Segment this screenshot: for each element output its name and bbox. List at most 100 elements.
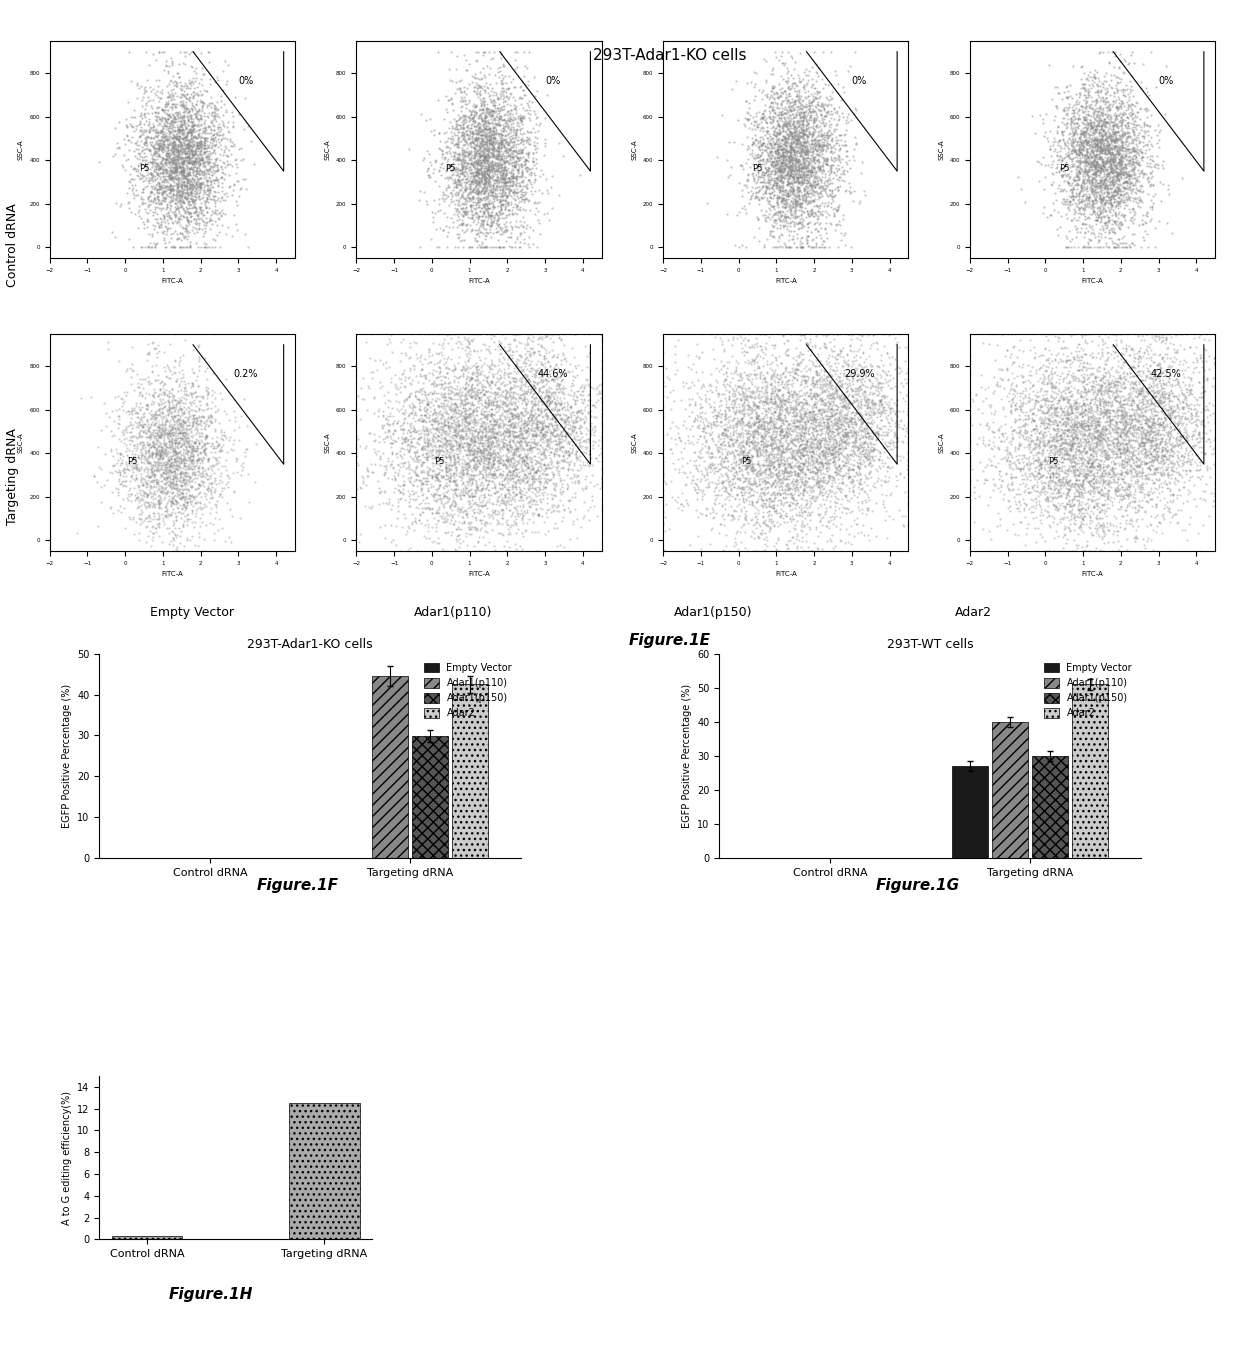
Point (806, 419, 826, 441)
Point (134, 474, 154, 496)
Point (180, 391, 200, 413)
Point (856, 391, 875, 413)
Point (170, 441, 190, 463)
Point (1034, 449, 1054, 471)
Point (534, 467, 554, 489)
Point (1114, 485, 1133, 507)
Point (863, 403, 883, 425)
Point (758, 471, 777, 493)
Point (1029, 493, 1049, 515)
Point (828, 443, 848, 464)
Point (804, 418, 823, 440)
Point (563, 372, 583, 394)
Point (1106, 168, 1126, 189)
Point (427, 418, 446, 440)
Point (775, 398, 795, 419)
Point (143, 424, 162, 445)
Point (784, 440, 804, 462)
Point (467, 437, 487, 459)
Point (1097, 433, 1117, 455)
Point (1048, 202, 1068, 223)
Point (816, 178, 836, 200)
Point (151, 481, 171, 503)
Text: 44.6%: 44.6% (537, 369, 568, 380)
Point (157, 142, 177, 163)
Point (1116, 131, 1136, 153)
Point (719, 485, 739, 507)
Point (494, 180, 513, 202)
Point (1187, 405, 1207, 426)
Point (770, 187, 790, 208)
Point (1044, 394, 1064, 415)
Point (1107, 158, 1127, 180)
Point (470, 445, 490, 467)
Point (177, 470, 197, 492)
Point (458, 411, 477, 433)
Point (444, 133, 464, 155)
Point (1092, 151, 1112, 173)
Point (796, 475, 816, 497)
Point (379, 488, 399, 509)
Point (869, 455, 889, 477)
Point (528, 210, 548, 232)
Point (480, 428, 500, 449)
Point (738, 455, 758, 477)
Point (547, 452, 567, 474)
Point (785, 136, 805, 158)
Point (709, 428, 729, 449)
Point (453, 410, 472, 432)
Point (553, 392, 573, 414)
Point (557, 425, 577, 447)
Point (1123, 52, 1143, 74)
Point (469, 180, 489, 202)
Point (737, 441, 756, 463)
Point (456, 387, 476, 409)
Point (808, 439, 828, 460)
Point (512, 422, 532, 444)
Point (516, 338, 536, 360)
Point (184, 154, 203, 176)
Point (469, 127, 489, 148)
Point (1104, 236, 1123, 257)
Point (1146, 326, 1166, 347)
Point (522, 395, 542, 417)
Point (1154, 383, 1174, 405)
Point (1079, 471, 1099, 493)
Point (795, 424, 815, 445)
Point (718, 406, 738, 428)
Point (780, 154, 800, 176)
Point (730, 470, 750, 492)
Point (184, 121, 203, 143)
Point (811, 183, 831, 204)
Point (1133, 421, 1153, 443)
Point (794, 358, 813, 380)
Point (208, 113, 228, 135)
Point (469, 138, 489, 159)
Point (1071, 471, 1091, 493)
Point (1080, 178, 1100, 200)
Point (817, 323, 837, 345)
Point (156, 444, 176, 466)
Point (786, 358, 806, 380)
Point (161, 489, 181, 511)
Point (456, 189, 476, 211)
Point (538, 385, 558, 407)
Point (756, 455, 776, 477)
Point (1081, 151, 1101, 173)
Point (1131, 174, 1151, 196)
Point (412, 358, 432, 380)
Point (790, 146, 810, 168)
Point (1104, 505, 1123, 527)
Point (1099, 155, 1118, 177)
Point (771, 415, 791, 437)
Point (179, 470, 198, 492)
Point (822, 413, 842, 434)
Point (1152, 439, 1172, 460)
Point (477, 200, 497, 222)
Point (460, 429, 480, 451)
Point (805, 138, 825, 159)
Point (1142, 429, 1162, 451)
Point (1074, 402, 1094, 424)
Point (760, 462, 780, 484)
Point (130, 466, 150, 488)
